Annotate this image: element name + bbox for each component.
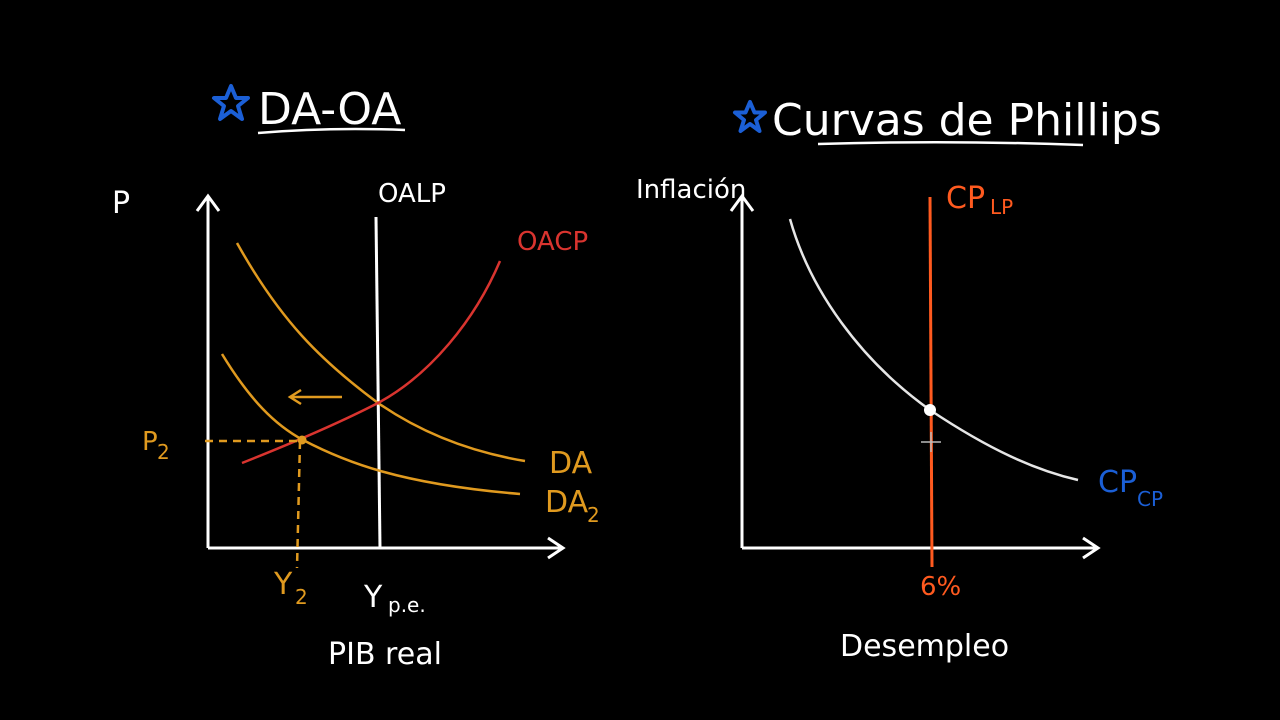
ad2-label: DA 2 (545, 485, 600, 527)
svg-text:CP: CP (1098, 465, 1137, 500)
y2-guide-line (295, 440, 302, 569)
star-icon (733, 100, 767, 133)
phillips-diagram: Curvas de Phillips Inflación Desempleo C… (636, 95, 1163, 664)
svg-text:2: 2 (295, 585, 308, 609)
ad-label: DA (549, 446, 593, 481)
long-run-phillips-curve (928, 196, 934, 568)
svg-text:2: 2 (587, 503, 600, 527)
phillips-x-label: Desempleo (840, 629, 1009, 664)
short-run-phillips-label: CP CP (1098, 465, 1163, 511)
lras-label: OALP (378, 179, 446, 209)
long-run-phillips-label: CP LP (946, 181, 1013, 219)
svg-text:DA: DA (545, 485, 589, 520)
svg-text:LP: LP (990, 195, 1013, 219)
ad-curve (235, 242, 526, 463)
ad-as-y-label: P (112, 186, 130, 221)
right-title-underline (817, 140, 1084, 147)
phillips-y-label: Inflación (636, 175, 746, 205)
potential-output-label: Y p.e. (363, 580, 426, 617)
phillips-x-axis-arrow (1082, 536, 1101, 560)
left-title-underline (257, 127, 406, 135)
svg-text:p.e.: p.e. (388, 593, 426, 617)
svg-text:Y: Y (273, 567, 293, 602)
ad-as-x-label: PIB real (328, 637, 442, 672)
natural-rate-label: 6% (920, 572, 961, 602)
crosshair-cursor-icon (921, 432, 941, 452)
ad-as-diagram: DA-OA P PIB real OALP DA DA 2 OACP (112, 84, 600, 672)
p2-label: P 2 (142, 427, 170, 464)
ad-as-x-axis-arrow (547, 536, 566, 560)
svg-text:P: P (142, 427, 158, 457)
svg-text:CP: CP (946, 181, 985, 216)
ad2-curve (220, 353, 521, 496)
phillips-y-axis-arrow (729, 193, 755, 212)
ad-as-y-axis-arrow (195, 193, 221, 212)
equilibrium-point (297, 435, 307, 445)
sras-label: OACP (517, 227, 588, 257)
sras-curve (241, 260, 502, 465)
svg-text:Y: Y (363, 580, 383, 615)
left-title: DA-OA (258, 84, 401, 135)
phillips-intersection-point (924, 404, 936, 416)
lras-curve (374, 216, 382, 549)
short-run-phillips-curve (788, 218, 1079, 482)
svg-text:2: 2 (157, 440, 170, 464)
star-icon (212, 84, 250, 121)
demand-shift-arrowhead (287, 388, 302, 406)
svg-text:CP: CP (1137, 487, 1163, 511)
y2-label: Y 2 (273, 567, 308, 609)
right-title: Curvas de Phillips (772, 95, 1162, 146)
